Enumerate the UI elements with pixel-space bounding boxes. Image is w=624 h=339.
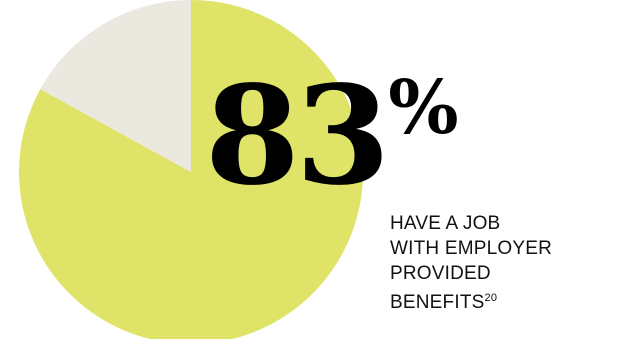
caption-line-3: PROVIDED bbox=[390, 263, 491, 284]
big-stat: 83% bbox=[205, 68, 459, 204]
stat-caption: HAVE A JOB WITH EMPLOYER PROVIDED BENEFI… bbox=[390, 211, 620, 315]
pie-slice-2 bbox=[40, 0, 191, 172]
pie-slice-1 bbox=[18, 0, 363, 339]
footnote-marker: 20 bbox=[484, 292, 498, 304]
caption-line-4: BENEFITS20 bbox=[390, 286, 620, 315]
stat-number: 83 bbox=[205, 56, 390, 216]
stat-percent-sign: % bbox=[388, 65, 459, 151]
caption-line-2: WITH EMPLOYER bbox=[390, 238, 553, 259]
caption-line-4-text: BENEFITS bbox=[390, 292, 485, 313]
caption-line-1: HAVE A JOB bbox=[390, 213, 501, 234]
